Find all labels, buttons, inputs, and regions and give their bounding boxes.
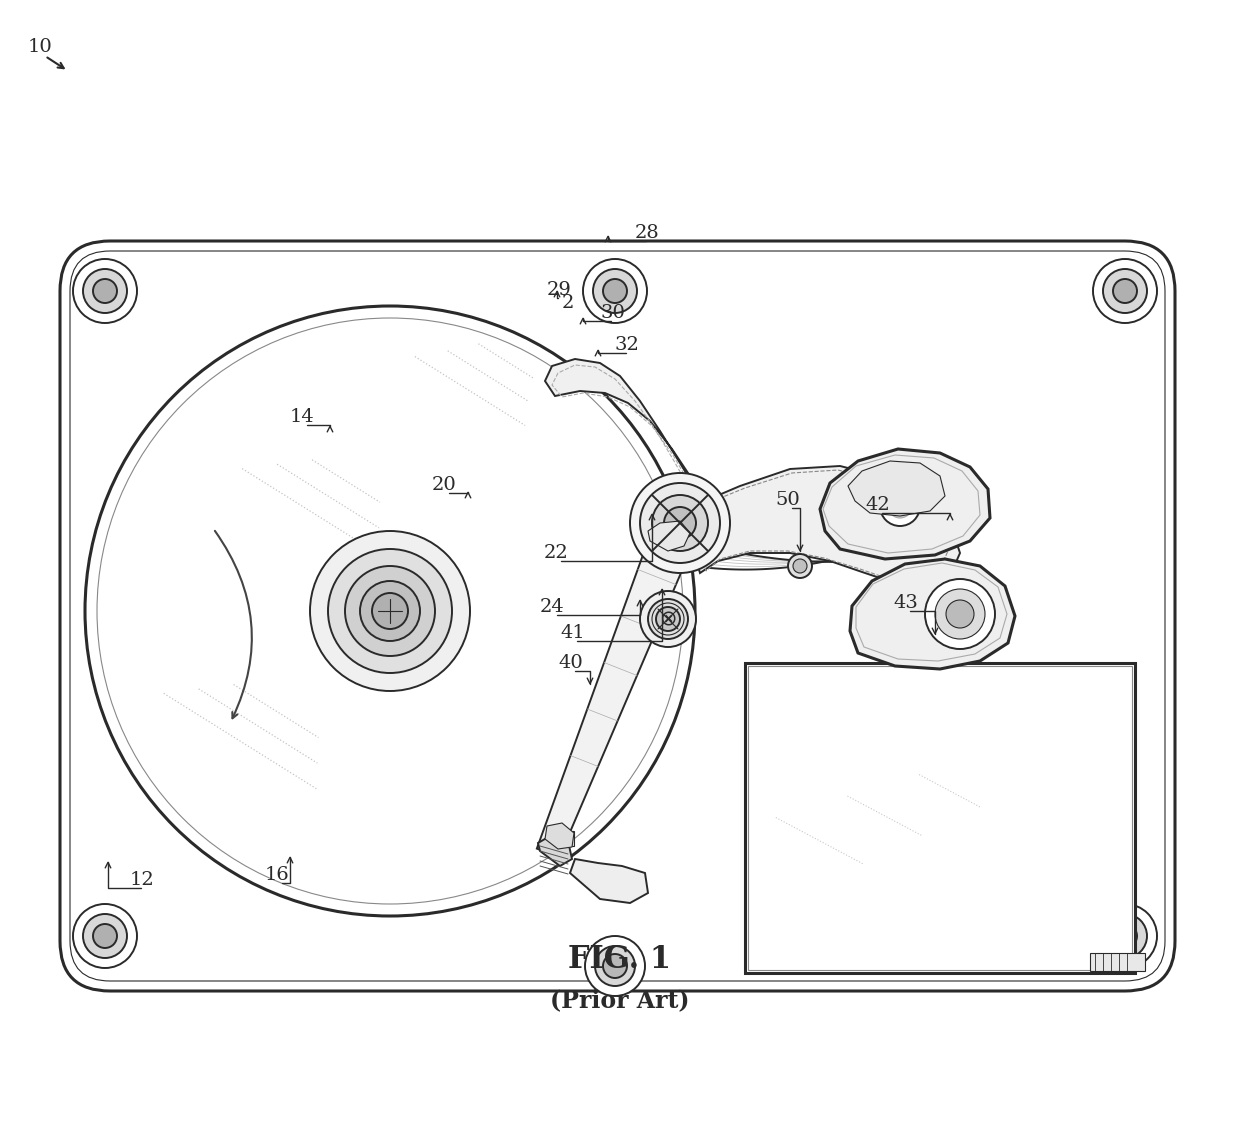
Text: 40: 40	[558, 654, 583, 671]
Circle shape	[73, 904, 136, 969]
Circle shape	[652, 495, 708, 552]
Circle shape	[93, 924, 117, 948]
Text: 20: 20	[432, 476, 456, 494]
Circle shape	[83, 914, 126, 958]
Circle shape	[73, 259, 136, 323]
Polygon shape	[546, 359, 701, 495]
Circle shape	[640, 591, 696, 647]
Circle shape	[946, 600, 973, 628]
Circle shape	[595, 946, 635, 986]
Text: 14: 14	[290, 408, 315, 426]
Circle shape	[935, 589, 985, 639]
Text: 22: 22	[544, 544, 569, 562]
Text: 42: 42	[866, 495, 890, 515]
Circle shape	[656, 606, 680, 631]
Circle shape	[640, 483, 720, 563]
Circle shape	[1092, 904, 1157, 969]
Circle shape	[329, 549, 453, 673]
Circle shape	[787, 554, 812, 578]
Circle shape	[83, 269, 126, 313]
Circle shape	[310, 531, 470, 691]
Circle shape	[593, 269, 637, 313]
Bar	[556, 831, 574, 846]
Polygon shape	[538, 836, 572, 867]
Text: 43: 43	[893, 594, 918, 612]
Bar	[748, 666, 1132, 970]
FancyBboxPatch shape	[69, 251, 1166, 981]
Text: 29: 29	[547, 281, 572, 299]
Text: (Prior Art): (Prior Art)	[551, 988, 689, 1012]
Text: 30: 30	[600, 304, 625, 322]
Text: FIG. 1: FIG. 1	[568, 945, 672, 975]
Polygon shape	[848, 461, 945, 516]
Circle shape	[360, 581, 420, 641]
Circle shape	[880, 487, 920, 526]
Circle shape	[603, 279, 627, 303]
Circle shape	[585, 936, 645, 995]
Text: 41: 41	[560, 624, 585, 642]
Polygon shape	[649, 521, 689, 552]
Circle shape	[794, 559, 807, 573]
Polygon shape	[820, 450, 990, 559]
Text: 12: 12	[130, 871, 155, 889]
Circle shape	[888, 494, 911, 518]
Polygon shape	[537, 522, 696, 858]
Circle shape	[583, 259, 647, 323]
Circle shape	[93, 279, 117, 303]
Circle shape	[1114, 279, 1137, 303]
Polygon shape	[692, 466, 960, 586]
Text: 2: 2	[562, 294, 574, 312]
Text: 24: 24	[539, 597, 564, 617]
Text: 16: 16	[265, 867, 290, 884]
Circle shape	[603, 954, 627, 978]
Bar	[745, 663, 1135, 973]
Polygon shape	[570, 859, 649, 904]
Text: ⊗: ⊗	[660, 609, 677, 629]
Circle shape	[345, 566, 435, 656]
Circle shape	[86, 306, 694, 916]
Text: 10: 10	[29, 38, 53, 56]
Circle shape	[372, 593, 408, 629]
Circle shape	[1092, 259, 1157, 323]
Circle shape	[925, 580, 994, 649]
Circle shape	[1104, 914, 1147, 958]
Text: 50: 50	[775, 491, 800, 509]
Circle shape	[663, 507, 696, 539]
Text: 32: 32	[615, 336, 640, 354]
Circle shape	[630, 473, 730, 573]
Bar	[1090, 953, 1145, 971]
FancyBboxPatch shape	[60, 241, 1176, 991]
Circle shape	[1114, 924, 1137, 948]
Circle shape	[649, 599, 688, 639]
Polygon shape	[546, 823, 574, 849]
Polygon shape	[849, 559, 1016, 669]
Text: 28: 28	[635, 224, 660, 242]
Circle shape	[1104, 269, 1147, 313]
